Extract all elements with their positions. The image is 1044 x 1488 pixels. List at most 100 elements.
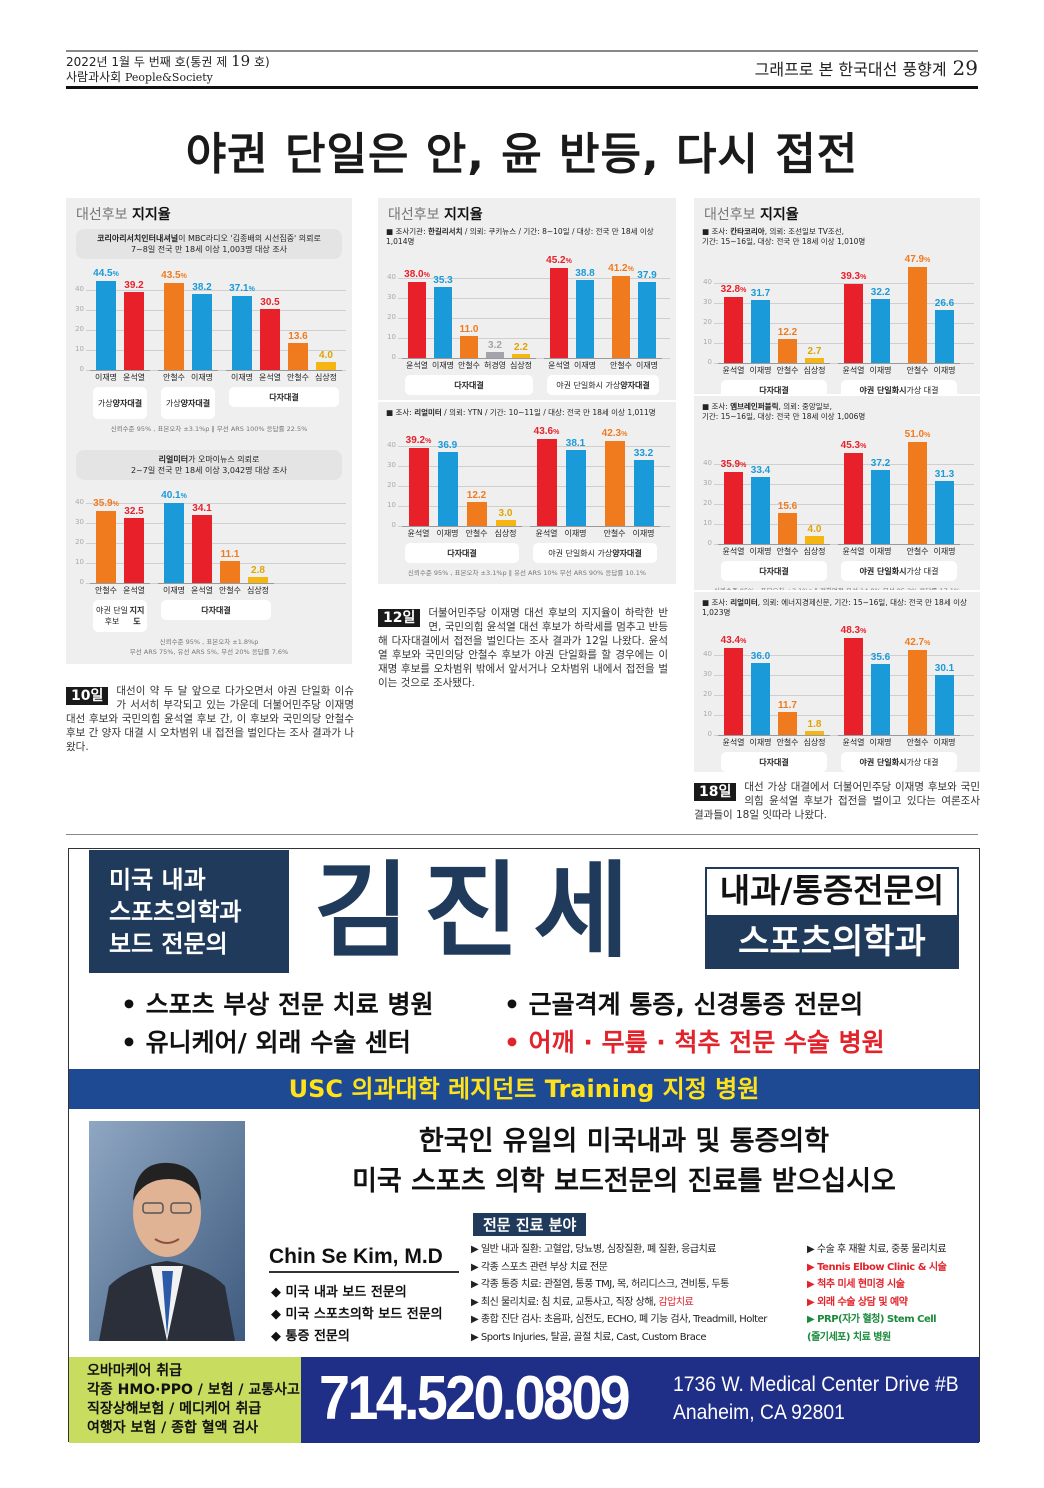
bar — [192, 293, 212, 370]
bar-value-label: 39.3% — [841, 271, 867, 284]
credential-line: 스포츠의학과 — [109, 898, 242, 926]
bar-value-label: 1.8 — [808, 719, 822, 731]
category-labels: 윤석열 이재명 안철수 심상정 — [718, 544, 830, 557]
text-part: 다자대결 — [759, 566, 789, 576]
poll-chart-panel: 대선후보 지지율 코리아리서치인터내셔널이 MBC라디오 '김종배의 시선집중' … — [66, 198, 352, 442]
matchup-caption: 다자대결 — [721, 752, 827, 772]
category-label: 윤석열 — [722, 366, 745, 375]
percent-sign: % — [423, 272, 430, 279]
bar — [908, 649, 927, 735]
text-part: 리얼미터 — [730, 598, 758, 607]
phone-number[interactable]: 714.520.0809 — [319, 1364, 631, 1433]
bar-column: 37.9 — [634, 270, 660, 358]
bar — [724, 648, 743, 735]
bar-value-label: 35.3 — [433, 275, 452, 287]
bar-value-label: 4.0 — [808, 524, 822, 536]
bar-group: 38.0% 35.3 11.0 3.2 2.2 — [404, 269, 534, 358]
bar-column: 43.6% — [532, 426, 561, 526]
text-part: 리얼미터 — [414, 408, 442, 417]
y-tick-label: 40 — [703, 278, 712, 286]
bar — [288, 342, 308, 370]
matchup-caption: 야권 단일화시 가상 대결 — [841, 561, 957, 581]
chart-title-light: 대선후보 — [704, 207, 760, 223]
bar-value-label: 40.1% — [161, 490, 187, 503]
y-tick-label: 20 — [387, 481, 396, 489]
bar-column: 43.4% — [720, 635, 747, 735]
percent-sign: % — [740, 287, 747, 295]
bar — [434, 287, 452, 358]
bar — [576, 280, 594, 358]
y-tick-label: 30 — [75, 305, 84, 313]
value-text: 37.9 — [637, 270, 657, 282]
service-item: ▶ Tennis Elbow Clinic & 시술 — [807, 1261, 947, 1273]
category-labels: 이재명 윤석열 안철수 심상정 — [226, 370, 342, 383]
category-labels: 안철수 이재명 — [158, 370, 218, 383]
text-part: 다자대결 — [447, 548, 477, 558]
matchup-caption: 야권 단일화시 가상 양자대결 — [547, 375, 659, 395]
value-text: 38.2 — [192, 281, 212, 293]
header-rule-thick — [66, 86, 978, 89]
y-tick-label: 10 — [703, 338, 712, 346]
bar — [935, 674, 954, 735]
bar-column: 39.2% — [404, 435, 433, 526]
bar-chart: 0 10 20 30 40 44.5% 39.2 이재명 윤석열 가상 양자대결 43.5% 38.2… — [72, 265, 346, 419]
text-part: 다자대결 — [201, 605, 231, 615]
bar-group: 43.6% 38.1 — [532, 426, 590, 526]
bar-value-label: 3.0 — [499, 508, 513, 520]
bars-area: 45.3% 37.2 51.0% 31.3 — [838, 426, 960, 544]
bar-column: 12.2 — [774, 327, 801, 363]
y-tick-label: 0 — [707, 539, 712, 547]
bar — [844, 284, 863, 363]
category-label: 윤석열 — [535, 529, 558, 538]
bar — [805, 536, 824, 544]
value-text: 32.8 — [720, 284, 741, 296]
bar-column: 35.3 — [430, 275, 456, 358]
category-label: 윤석열 — [722, 738, 745, 747]
category-label: 이재명 — [869, 738, 892, 747]
text-part: 야권 단일화시 가상 — [556, 380, 621, 390]
text-part: 가상 대결 — [906, 566, 939, 576]
y-tick-label: 20 — [703, 690, 712, 698]
value-text: 38.0 — [404, 269, 424, 280]
bar-value-label: 45.2% — [546, 255, 572, 268]
text-part: ■ 조사: — [702, 227, 731, 236]
credential-item: ◆ 미국 내과 보드 전문의 — [271, 1285, 407, 1300]
feature-bullet: • 어깨 · 무릎 · 척추 전문 수술 병원 — [504, 1028, 885, 1057]
bar-group: 40.1% 34.1 11.1 2.8 — [160, 490, 272, 583]
category-label: 안철수 — [906, 738, 929, 747]
category-label: 이재명 — [436, 529, 459, 538]
poll-chart-panel: 대선후보 지지율 ■ 조사: 칸타코리아, 의뢰: 조선일보 TV조선, 기간: … — [694, 198, 980, 394]
text-part: ▶ 각종 스포츠 관련 부상 치료 전문 — [471, 1261, 608, 1273]
bars-area: 43.6% 38.1 42.3% 33.2 — [530, 422, 660, 526]
chart-title: 대선후보 지지율 — [384, 204, 670, 224]
doctor-name-korean: 김진세 — [314, 850, 644, 972]
text-part: 야권 단일화시 — [859, 566, 907, 576]
value-text: 30.1 — [934, 662, 955, 674]
percent-sign: % — [425, 437, 432, 445]
y-tick-label: 40 — [75, 498, 84, 506]
category-labels: 윤석열 이재명 안철수 이재명 — [838, 735, 960, 748]
bar-value-label: 30.1 — [935, 663, 954, 675]
category-label: 윤석열 — [190, 586, 214, 595]
bar — [935, 481, 954, 544]
bar — [604, 441, 625, 526]
category-label: 안철수 — [465, 529, 488, 538]
text-part: 야권 단일화시 — [859, 757, 907, 767]
bar-value-label: 43.4% — [721, 635, 747, 648]
service-item: (줄기세포) 치료 병원 — [807, 1331, 891, 1343]
bar-column: 15.6 — [774, 501, 801, 544]
chart-section: 43.6% 38.1 42.3% 33.2 윤석열 이재명 안철수 이재명 야권 단일화시 가상… — [530, 422, 660, 563]
bars-area: 44.5% 39.2 — [90, 265, 150, 370]
bar — [778, 512, 797, 544]
matchup-caption: 다자대결 — [721, 561, 827, 581]
category-label: 이재명 — [933, 738, 956, 747]
bar-value-label: 43.6% — [534, 426, 560, 439]
bar-column: 30.1 — [931, 663, 958, 735]
bar-value-label: 39.2% — [406, 435, 432, 448]
category-label: 이재명 — [230, 373, 254, 382]
category-labels: 윤석열 이재명 안철수 이재명 — [544, 358, 662, 371]
value-text: 13.6 — [288, 330, 308, 342]
y-tick-label: 0 — [391, 353, 396, 361]
text-part: ■ 조사: — [702, 598, 731, 607]
survey-source: ■ 조사: 칸타코리아, 의뢰: 조선일보 TV조선, 기간: 15~16일, … — [700, 227, 974, 247]
